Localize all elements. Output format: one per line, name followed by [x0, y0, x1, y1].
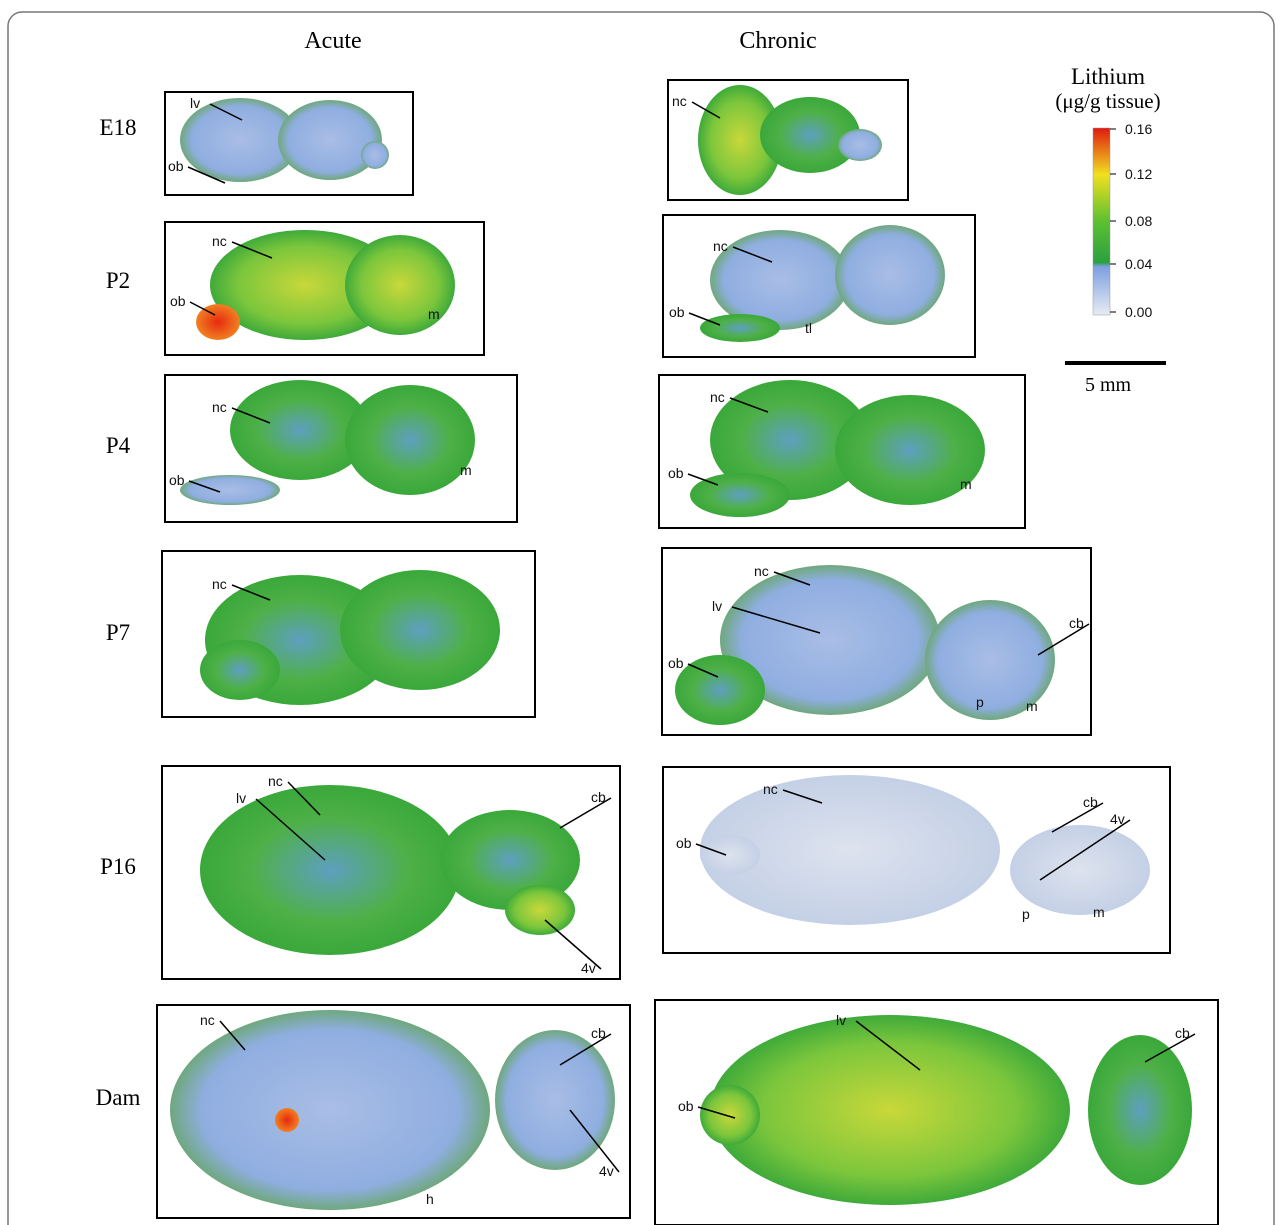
annotation-label: nc — [754, 563, 769, 579]
row-label: P4 — [106, 433, 131, 458]
annotation-label: nc — [212, 399, 227, 415]
annotation-label: m — [460, 462, 472, 478]
row-label: P2 — [106, 268, 130, 293]
tissue-section — [505, 885, 575, 935]
color-bar-tick-label: 0.08 — [1125, 213, 1152, 229]
tissue-section — [170, 1010, 490, 1210]
tissue-section — [275, 1108, 299, 1132]
annotation-label: ob — [668, 655, 684, 671]
color-bar-tick-label: 0.16 — [1125, 121, 1152, 137]
annotation-label: m — [428, 306, 440, 322]
annotation-label: m — [960, 476, 972, 492]
tissue-section — [675, 655, 765, 725]
scale-bar-label: 5 mm — [1085, 374, 1132, 396]
color-bar — [1093, 128, 1110, 315]
tissue-section — [1010, 825, 1150, 915]
row-label: P7 — [106, 620, 130, 645]
annotation-label: 4v — [581, 960, 596, 976]
row-label: E18 — [99, 115, 136, 140]
annotation-label: cb — [1083, 794, 1098, 810]
tissue-section — [700, 1085, 760, 1145]
annotation-label: nc — [710, 389, 725, 405]
annotation-label: ob — [169, 472, 185, 488]
annotation-label: ob — [668, 465, 684, 481]
tissue-section — [361, 141, 389, 169]
annotation-label: nc — [212, 576, 227, 592]
tissue-section — [200, 785, 460, 955]
tissue-section — [700, 314, 780, 342]
annotation-label: ob — [170, 293, 186, 309]
annotation-label: h — [426, 1191, 434, 1207]
tissue-section — [196, 304, 240, 340]
annotation-label: nc — [672, 93, 687, 109]
annotation-label: p — [1022, 906, 1030, 922]
color-bar-tick-label: 0.04 — [1125, 256, 1152, 272]
annotation-label: nc — [200, 1012, 215, 1028]
tissue-section — [180, 475, 280, 505]
legend-title: Lithium — [1071, 64, 1145, 89]
annotation-label: m — [1093, 904, 1105, 920]
tissue-section — [340, 570, 500, 690]
row-label: P16 — [100, 854, 136, 879]
annotation-label: cb — [591, 789, 606, 805]
annotation-label: ob — [669, 304, 685, 320]
annotation-label: cb — [1175, 1025, 1190, 1041]
annotation-label: tl — [805, 320, 812, 336]
column-header: Acute — [304, 28, 361, 54]
tissue-section — [345, 385, 475, 495]
figure-frame — [8, 12, 1274, 1225]
annotation-label: p — [976, 694, 984, 710]
tissue-section — [1088, 1035, 1192, 1185]
annotation-label: lv — [236, 790, 246, 806]
annotation-label: ob — [678, 1098, 694, 1114]
row-label: Dam — [96, 1085, 141, 1110]
annotation-label: 4v — [599, 1163, 614, 1179]
annotation-label: ob — [168, 158, 184, 174]
figure: Acute Chronic Lithium (μg/g tissue) 5 mm… — [0, 0, 1282, 1225]
color-bar-tick-label: 0.12 — [1125, 166, 1152, 182]
annotation-label: nc — [713, 238, 728, 254]
tissue-section — [838, 129, 882, 161]
annotation-label: lv — [836, 1012, 846, 1028]
annotation-label: lv — [712, 598, 722, 614]
annotation-label: nc — [763, 781, 778, 797]
tissue-section — [710, 1015, 1070, 1205]
legend-unit: (μg/g tissue) — [1055, 89, 1160, 113]
color-bar-tick-label: 0.00 — [1125, 304, 1152, 320]
tissue-section — [495, 1030, 615, 1170]
annotation-label: m — [1026, 698, 1038, 714]
tissue-section — [700, 835, 760, 875]
tissue-section — [200, 640, 280, 700]
tissue-section — [835, 225, 945, 325]
column-header: Chronic — [739, 28, 816, 54]
annotation-label: cb — [591, 1025, 606, 1041]
annotation-label: cb — [1069, 615, 1084, 631]
annotation-label: ob — [676, 835, 692, 851]
tissue-section — [278, 100, 382, 180]
annotation-label: nc — [268, 773, 283, 789]
annotation-label: nc — [212, 233, 227, 249]
annotation-label: 4v — [1110, 811, 1125, 827]
annotation-label: lv — [190, 95, 200, 111]
